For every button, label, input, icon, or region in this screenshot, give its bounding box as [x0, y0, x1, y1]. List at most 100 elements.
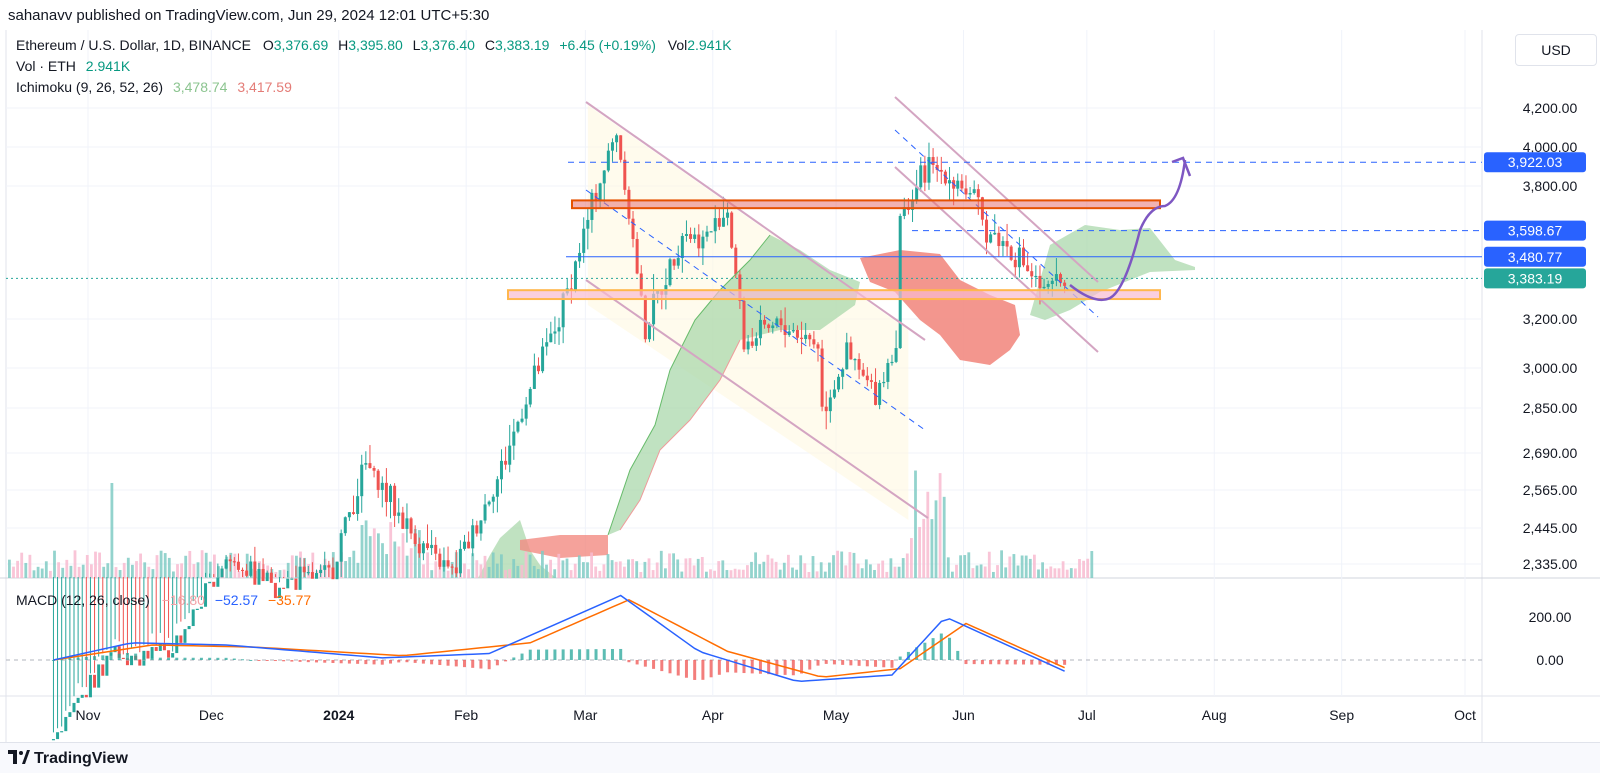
- ichimoku-legend: Ichimoku (9, 26, 52, 26) 3,478.74 3,417.…: [16, 79, 292, 95]
- volume-bar: [914, 470, 917, 578]
- volume-bar: [623, 566, 626, 578]
- macd-histogram-bar: [397, 660, 401, 663]
- price-axis-label: 3,200.00: [1523, 311, 1578, 327]
- volume-bar: [627, 559, 630, 578]
- candle-body: [409, 518, 413, 534]
- candle-body: [216, 577, 220, 587]
- candle-body: [943, 171, 947, 184]
- volume-bar: [545, 564, 548, 578]
- candle-body: [138, 659, 142, 666]
- candle-body: [610, 142, 614, 151]
- candle-body: [853, 359, 857, 361]
- macd-histogram-bar: [462, 660, 466, 668]
- channel2-lower-line: [894, 166, 1099, 353]
- volume-bar: [495, 563, 499, 578]
- macd-histogram-bar: [915, 647, 919, 660]
- candle-body: [795, 329, 799, 338]
- volume-bar: [1069, 568, 1073, 578]
- open-value: 3,376.69: [273, 37, 329, 53]
- volume-bar: [49, 570, 52, 578]
- candle-body: [894, 348, 898, 362]
- volume-bar: [684, 558, 688, 578]
- macd-histogram-bar: [750, 660, 754, 674]
- volume-bar: [241, 571, 245, 578]
- price-axis-label: 2,850.00: [1523, 400, 1578, 416]
- chart-area[interactable]: 4,200.00 4,000.00 3,800.00 3,200.00 3,000.00…: [0, 30, 1600, 742]
- candle-body: [154, 647, 158, 651]
- candle-body: [389, 485, 393, 503]
- candle-body: [545, 342, 549, 347]
- candle-body: [878, 382, 882, 405]
- macd-histogram-bar: [643, 660, 647, 667]
- volume-bar: [126, 557, 130, 578]
- price-chart[interactable]: 4,200.00 4,000.00 3,800.00 3,200.00 3,000.00…: [0, 30, 1600, 742]
- candle-body: [742, 300, 746, 350]
- price-badge: [1484, 268, 1586, 289]
- candle-body: [195, 608, 199, 610]
- volume-bar: [766, 554, 770, 578]
- volume-bar: [614, 561, 618, 578]
- macd-histogram-bar: [208, 657, 212, 660]
- candle-body: [985, 219, 989, 243]
- ichimoku-value-2: 3,417.59: [237, 79, 292, 95]
- ichimoku-cloud-green: [608, 235, 860, 535]
- candle-body: [315, 573, 319, 579]
- macd-histogram-bar: [290, 660, 294, 662]
- macd-histogram-bar: [948, 637, 952, 660]
- volume-bar: [869, 564, 872, 578]
- volume-bar: [32, 570, 36, 578]
- volume-bar: [680, 571, 684, 578]
- volume-bar: [754, 552, 757, 578]
- macd-histogram-bar: [504, 660, 508, 662]
- volume-bar: [364, 520, 368, 578]
- ichimoku-span-a: [607, 234, 771, 536]
- volume-bar: [1086, 558, 1090, 578]
- volume-bar: [28, 554, 32, 578]
- candle-body: [948, 180, 952, 184]
- candle-body: [146, 650, 150, 659]
- volume-bar: [778, 569, 782, 578]
- candle-body: [557, 327, 561, 332]
- macd-histogram-bar: [1046, 660, 1050, 665]
- volume-bar: [1074, 568, 1077, 578]
- volume-bar: [200, 550, 204, 578]
- candle-body: [306, 572, 310, 574]
- macd-histogram-bar: [125, 652, 129, 660]
- symbol-legend: Ethereum / U.S. Dollar, 1D, BINANCE O3,3…: [16, 37, 732, 53]
- candle-body: [282, 587, 286, 589]
- candle-body: [290, 578, 294, 580]
- macd-histogram-bar: [857, 660, 861, 666]
- volume-bar: [213, 554, 216, 578]
- macd-histogram-bar: [660, 660, 664, 672]
- volume-bar: [413, 528, 417, 578]
- volume-bar: [631, 559, 634, 578]
- candle-body: [331, 567, 335, 580]
- tradingview-logo[interactable]: TradingView: [8, 750, 128, 768]
- macd-histogram-bar: [421, 660, 425, 664]
- candle-body: [923, 165, 927, 183]
- candle-body: [582, 228, 586, 253]
- candle-body: [602, 170, 606, 184]
- candle-body: [347, 512, 351, 518]
- macd-histogram-bar: [224, 657, 228, 660]
- macd-histogram-bar: [315, 660, 319, 663]
- macd-histogram-bar: [487, 660, 491, 670]
- channel-lower-line: [585, 279, 929, 519]
- candle-body: [438, 553, 442, 567]
- ichimoku-value-1: 3,478.74: [172, 79, 228, 95]
- candle-body: [635, 238, 639, 274]
- candle-body: [458, 548, 462, 574]
- volume-bar: [844, 565, 848, 578]
- candle-body: [832, 389, 836, 398]
- candle-body: [113, 646, 117, 653]
- volume-bar: [1041, 562, 1044, 578]
- volume-bar: [942, 496, 946, 578]
- volume-bar: [44, 561, 48, 578]
- currency-button[interactable]: USD: [1515, 34, 1597, 66]
- volume-bar: [233, 553, 237, 578]
- candle-body: [968, 193, 972, 195]
- candle-body: [652, 293, 656, 325]
- candle-body: [51, 739, 55, 741]
- macd-legend: MACD (12, 26, close) −16.80 −52.57 −35.7…: [16, 592, 311, 608]
- candle-body: [758, 319, 762, 339]
